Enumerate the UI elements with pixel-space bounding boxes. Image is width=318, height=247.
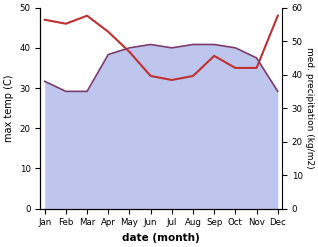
- X-axis label: date (month): date (month): [122, 233, 200, 243]
- Y-axis label: max temp (C): max temp (C): [4, 74, 14, 142]
- Y-axis label: med. precipitation (kg/m2): med. precipitation (kg/m2): [305, 47, 314, 169]
